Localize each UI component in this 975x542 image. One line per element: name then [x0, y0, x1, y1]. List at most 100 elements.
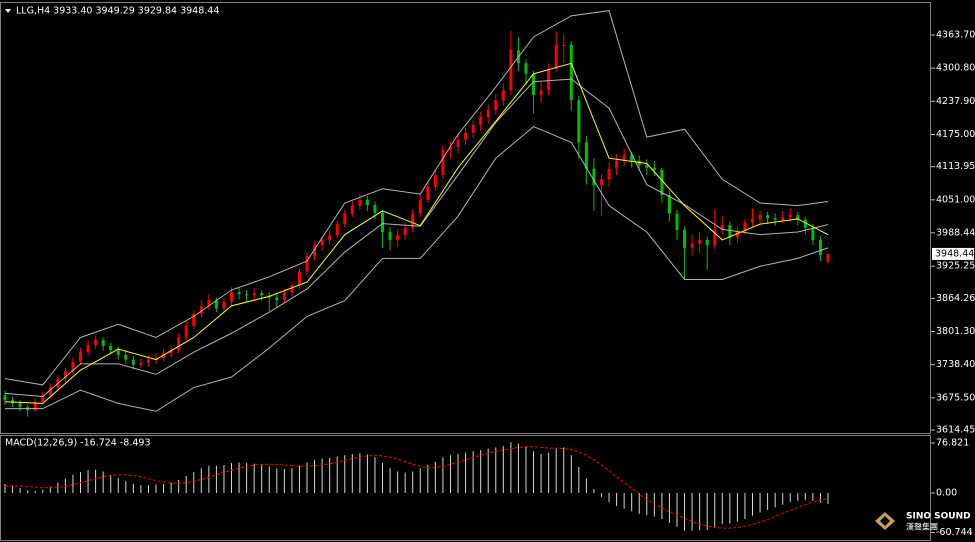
- candle-body: [33, 401, 37, 411]
- candle-body: [403, 227, 407, 236]
- candle-body: [184, 325, 188, 338]
- candle-body: [690, 243, 694, 248]
- candle-body: [441, 149, 445, 176]
- candle-body: [615, 160, 619, 169]
- candle-body: [411, 213, 415, 228]
- candle-body: [758, 215, 762, 219]
- candle-body: [683, 229, 687, 248]
- candle-body: [350, 205, 354, 214]
- y-tick-label: 3925.25: [936, 261, 975, 272]
- indicator-title: MACD(12,26,9) -16.724 -8.493: [5, 438, 150, 449]
- candle-body: [766, 215, 770, 219]
- candle-body: [599, 179, 603, 186]
- candle-body: [426, 186, 430, 200]
- candle-body: [645, 165, 649, 168]
- candle-body: [131, 359, 135, 365]
- candle-body: [177, 337, 181, 351]
- candle-body: [169, 350, 173, 354]
- candle-body: [592, 168, 596, 186]
- y-tick-label: 0.00: [936, 487, 957, 498]
- signal-line: [4, 446, 829, 529]
- candle-body: [720, 225, 724, 230]
- candle-body: [222, 301, 226, 309]
- candle-body: [524, 63, 528, 74]
- candle-body: [630, 155, 634, 161]
- candle-body: [562, 44, 566, 46]
- candle-body: [101, 340, 105, 346]
- candle-body: [652, 167, 656, 170]
- last-price-label: 3948.44: [935, 248, 974, 259]
- y-tick-label: 3738.40: [936, 359, 975, 370]
- candle-body: [335, 224, 339, 236]
- collapse-arrow[interactable]: [5, 9, 11, 13]
- y-tick-label: 4237.90: [936, 96, 975, 107]
- candle-body: [501, 90, 505, 101]
- logo-name: SINO SOUND: [906, 512, 971, 522]
- candle-body: [532, 73, 536, 95]
- candle-body: [433, 175, 437, 187]
- candle-body: [471, 124, 475, 133]
- candle-body: [381, 213, 385, 233]
- candle-body: [509, 50, 513, 91]
- candle-body: [139, 362, 143, 365]
- last-price-box: [932, 247, 974, 260]
- candle-body: [313, 245, 317, 257]
- macd-panel-frame: [0, 435, 931, 541]
- candle-body: [48, 387, 52, 395]
- candle-body: [71, 361, 75, 372]
- candle-body: [826, 253, 830, 262]
- candle-body: [622, 155, 626, 161]
- candle-body: [486, 110, 490, 118]
- indicator-line: [5, 126, 829, 412]
- y-tick-label: 3864.26: [936, 293, 975, 304]
- y-tick-label: 3988.44: [936, 227, 975, 238]
- candle-body: [713, 229, 717, 246]
- candle-body: [388, 232, 392, 240]
- candle-body: [811, 227, 815, 240]
- candle-body: [290, 285, 294, 293]
- candle-body: [109, 345, 113, 351]
- candle-body: [743, 222, 747, 231]
- candle-body: [358, 199, 362, 206]
- candle-body: [124, 354, 128, 360]
- candle-body: [3, 395, 7, 401]
- candle-body: [192, 313, 196, 326]
- candle-body: [94, 340, 98, 345]
- candle-body: [554, 44, 558, 69]
- y-tick-label: 76.821: [936, 437, 969, 448]
- candle-body: [245, 294, 249, 296]
- candle-body: [199, 305, 203, 314]
- y-tick-label: 3675.50: [936, 392, 975, 403]
- candle-body: [788, 215, 792, 218]
- candle-body: [660, 169, 664, 196]
- logo: SINO SOUND 漢聲集團: [875, 512, 971, 532]
- candle-body: [607, 168, 611, 180]
- candle-body: [237, 292, 241, 295]
- y-tick-label: 4051.00: [936, 194, 975, 205]
- candle-body: [479, 117, 483, 125]
- candle-body: [750, 218, 754, 223]
- candle-body: [418, 199, 422, 214]
- candle-body: [79, 352, 83, 362]
- candle-body: [305, 256, 309, 272]
- candle-body: [569, 44, 573, 101]
- candle-body: [456, 139, 460, 147]
- candle-body: [320, 239, 324, 246]
- candle-body: [773, 218, 777, 220]
- chart-title: LLG,H4 3933.40 3949.29 3929.84 3948.44: [16, 6, 219, 17]
- candle-body: [116, 350, 120, 355]
- candle-body: [803, 219, 807, 228]
- candle-body: [230, 292, 234, 302]
- candle-body: [214, 300, 218, 309]
- candle-body: [365, 199, 369, 206]
- candle-body: [396, 235, 400, 240]
- candle-body: [86, 344, 90, 353]
- candle-body: [41, 394, 45, 402]
- candle-body: [252, 293, 256, 296]
- candle-body: [547, 68, 551, 91]
- candle-body: [539, 90, 543, 95]
- candle-body: [728, 225, 732, 238]
- candle-body: [146, 360, 150, 363]
